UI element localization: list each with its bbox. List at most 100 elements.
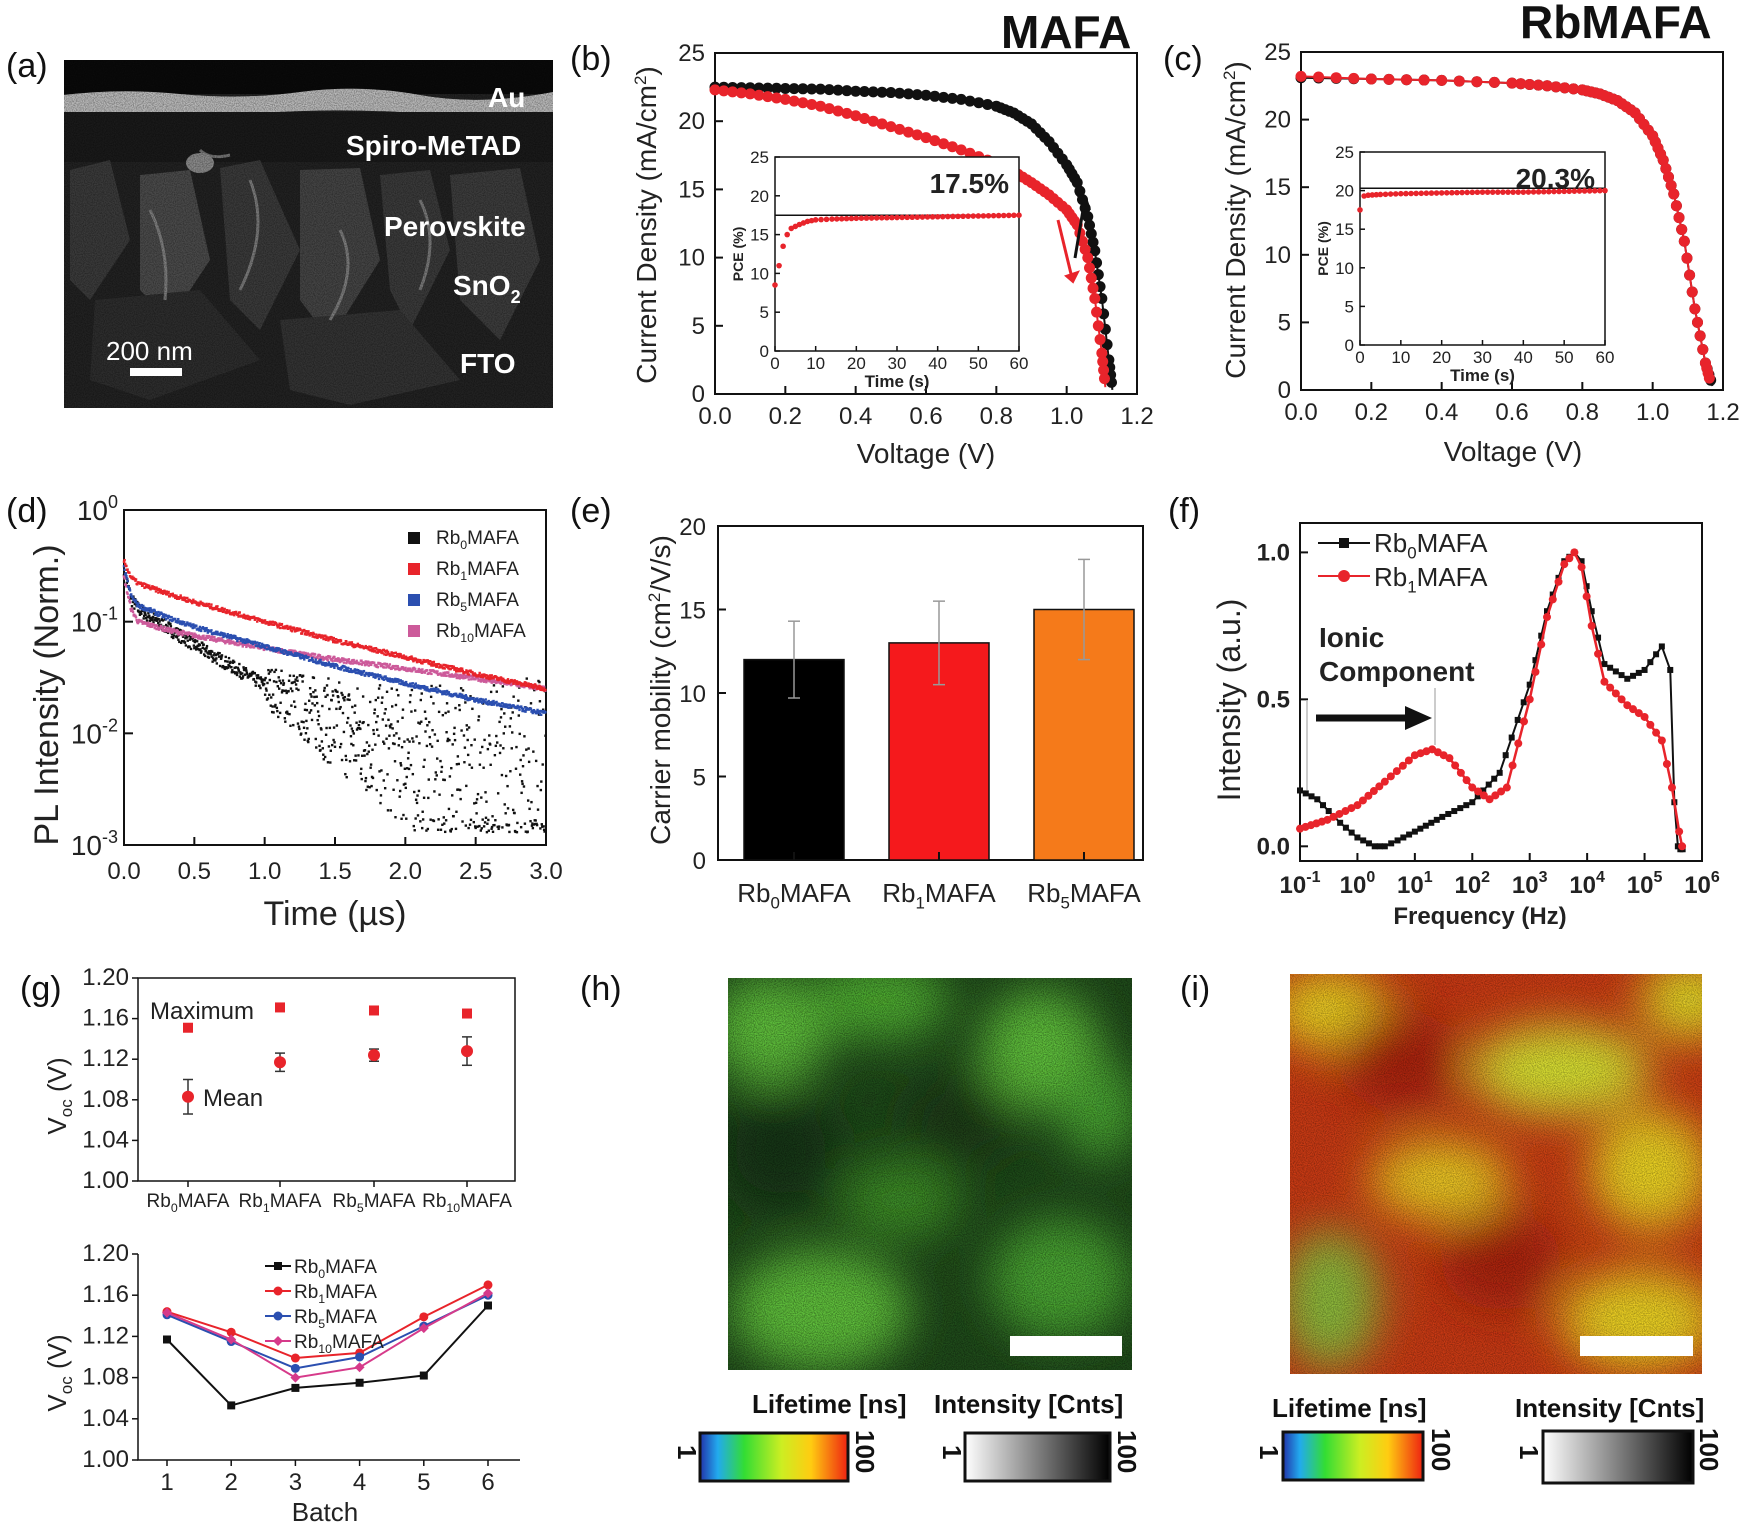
- panel-b-point-forward: [964, 95, 976, 107]
- d-point-Rb0MAFA: [213, 652, 216, 655]
- d-xtick-label: 1.5: [318, 858, 351, 885]
- d-point-Rb10MAFA: [480, 679, 484, 682]
- d-point-Rb10MAFA: [223, 640, 226, 644]
- d-point-Rb0MAFA: [372, 732, 376, 736]
- d-point-Rb0MAFA: [417, 721, 420, 724]
- d-point-Rb1MAFA: [324, 638, 328, 642]
- d-point-Rb5MAFA: [464, 694, 468, 697]
- panel-c-inset-xtick-label: 40: [1514, 348, 1533, 367]
- d-point-Rb10MAFA: [125, 585, 128, 588]
- d-point-Rb1MAFA: [293, 627, 296, 631]
- d-point-Rb5MAFA: [487, 699, 490, 703]
- d-point-Rb5MAFA: [445, 693, 448, 696]
- panel-c-inset-point: [1576, 188, 1583, 194]
- f-point-Rb0MAFA: [1588, 608, 1595, 615]
- d-point-Rb1MAFA: [429, 659, 432, 663]
- f-point-Rb0MAFA: [1371, 843, 1378, 850]
- d-point-Rb0MAFA: [188, 638, 192, 641]
- d-point-Rb5MAFA: [530, 709, 534, 713]
- d-point-Rb10MAFA: [172, 630, 175, 633]
- d-point-Rb1MAFA: [242, 616, 245, 619]
- d-point-Rb5MAFA: [314, 658, 317, 661]
- d-point-Rb0MAFA: [259, 676, 263, 679]
- d-point-Rb10MAFA: [429, 669, 433, 673]
- d-point-Rb0MAFA: [283, 717, 287, 720]
- f-point-Rb0MAFA: [1595, 634, 1602, 641]
- panel-c-inset-point: [1484, 189, 1491, 195]
- d-point-Rb5MAFA: [460, 696, 463, 699]
- d-point-Rb0MAFA: [497, 827, 500, 831]
- d-point-Rb0MAFA: [244, 667, 248, 670]
- d-point-Rb10MAFA: [225, 640, 229, 644]
- d-point-Rb0MAFA: [364, 779, 367, 783]
- panel-c-inset-point: [1423, 190, 1430, 197]
- g-bottom-xtick-label: 5: [417, 1469, 430, 1496]
- d-point-Rb0MAFA: [445, 702, 449, 705]
- d-point-Rb0MAFA: [202, 653, 206, 656]
- d-point-Rb1MAFA: [379, 649, 383, 652]
- d-point-Rb10MAFA: [213, 635, 216, 639]
- panel-b-xtick-label: 1.2: [1120, 403, 1153, 430]
- d-point-Rb1MAFA: [520, 684, 523, 687]
- d-point-Rb1MAFA: [395, 654, 398, 658]
- d-point-Rb1MAFA: [415, 658, 418, 661]
- d-point-Rb1MAFA: [495, 678, 499, 681]
- d-point-Rb0MAFA: [371, 776, 375, 780]
- f-annotation-ionic: Ionic: [1319, 622, 1384, 653]
- d-point-Rb0MAFA: [515, 830, 519, 834]
- d-point-Rb5MAFA: [346, 668, 349, 672]
- panel-b-inset-xtick-label: 10: [806, 354, 825, 373]
- d-point-Rb0MAFA: [175, 636, 179, 639]
- d-point-Rb1MAFA: [480, 675, 483, 678]
- d-point-Rb5MAFA: [141, 608, 144, 611]
- d-point-Rb1MAFA: [396, 654, 399, 658]
- d-point-Rb0MAFA: [343, 695, 347, 699]
- d-point-Rb0MAFA: [200, 650, 203, 653]
- d-point-Rb0MAFA: [261, 682, 264, 685]
- d-point-Rb10MAFA: [280, 648, 284, 651]
- d-point-Rb0MAFA: [392, 734, 396, 737]
- sem-scalebar: [130, 368, 182, 376]
- d-point-Rb5MAFA: [443, 692, 446, 696]
- d-point-Rb1MAFA: [432, 664, 435, 667]
- d-point-Rb5MAFA: [178, 622, 182, 625]
- f-point-Rb1MAFA: [1662, 760, 1671, 769]
- d-point-Rb10MAFA: [345, 660, 349, 663]
- panel-b-point-reverse: [735, 87, 747, 99]
- f-point-Rb1MAFA: [1508, 761, 1517, 770]
- panel-c-point-reverse: [1453, 75, 1465, 87]
- d-point-Rb5MAFA: [360, 673, 363, 676]
- d-point-Rb0MAFA: [305, 708, 309, 712]
- d-point-Rb1MAFA: [542, 687, 545, 690]
- g-bottom-point-Rb10MAFA: [354, 1362, 365, 1373]
- d-point-Rb5MAFA: [401, 680, 404, 683]
- d-point-Rb0MAFA: [315, 695, 318, 698]
- d-point-Rb0MAFA: [350, 727, 354, 730]
- f-point-Rb1MAFA: [1347, 804, 1356, 813]
- d-point-Rb0MAFA: [294, 683, 298, 686]
- panel-b-ytick-label: 15: [678, 176, 705, 203]
- panel-b-inset-ytick-label: 5: [760, 303, 769, 322]
- d-point-Rb1MAFA: [230, 611, 234, 615]
- d-point-Rb0MAFA: [542, 828, 546, 831]
- g-bottom-point-Rb10MAFA: [418, 1323, 429, 1334]
- d-point-Rb10MAFA: [354, 661, 358, 665]
- d-point-Rb1MAFA: [406, 658, 409, 661]
- d-point-Rb1MAFA: [400, 655, 403, 658]
- d-point-Rb0MAFA: [410, 688, 414, 692]
- d-point-Rb0MAFA: [401, 716, 404, 720]
- d-point-Rb10MAFA: [293, 649, 296, 652]
- panel-b-inset-xtick-label: 20: [847, 354, 866, 373]
- d-point-Rb1MAFA: [402, 654, 405, 657]
- d-point-Rb1MAFA: [446, 664, 449, 668]
- d-point-Rb0MAFA: [429, 695, 433, 699]
- d-point-Rb0MAFA: [540, 780, 543, 783]
- d-point-Rb5MAFA: [520, 705, 523, 708]
- g-bottom-line-Rb0MAFA: [166, 1304, 489, 1407]
- panel-c-point-reverse: [1365, 73, 1377, 85]
- panel-b-inset-xtick-label: 0: [770, 354, 779, 373]
- d-point-Rb0MAFA: [534, 759, 538, 763]
- d-point-Rb10MAFA: [320, 658, 323, 661]
- d-point-Rb0MAFA: [504, 725, 507, 728]
- d-point-Rb5MAFA: [243, 638, 246, 641]
